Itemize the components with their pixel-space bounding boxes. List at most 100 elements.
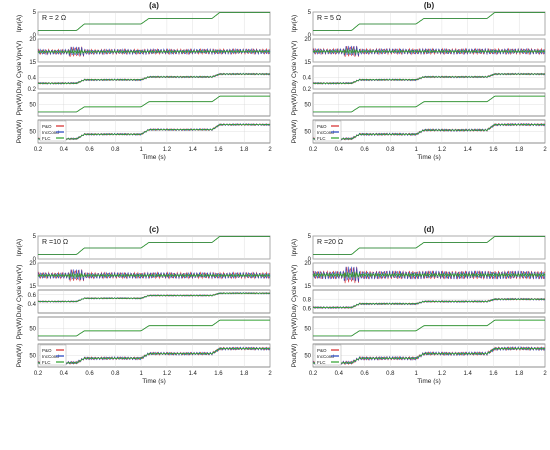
x-tick-label: 1.4 <box>188 147 197 153</box>
series-line-flc <box>37 292 271 303</box>
x-tick-label: 1.2 <box>438 147 447 153</box>
y-axis-label: Ipv(A) <box>16 239 23 256</box>
x-tick-label: 0.6 <box>85 371 94 377</box>
chart-panel-b: (b) 0 5 Ipv(A) R = 5 Ω 15 20 Vpv(V) 0.2 0.4 Duty C… <box>291 1 547 161</box>
subplot-poutw: 50 Pout(W) 0.2 0.4 0.6 0.8 1 1.2 1.4 1.6 1.8 2 Time … <box>291 344 547 385</box>
y-axis-label: Vpv(V) <box>16 41 23 61</box>
series-line-flc <box>312 123 546 140</box>
series-line-inccond <box>37 269 271 281</box>
subplot-poutw: 50 Pout(W) 0.2 0.4 0.6 0.8 1 1.2 1.4 1.6 1.8 2 Time … <box>291 120 547 161</box>
subplot-ipva: 0 5 Ipv(A) R = 5 Ω <box>291 10 546 39</box>
x-tick-label: 1.8 <box>240 147 249 153</box>
series-line-inccond <box>312 266 546 282</box>
series-line-flc <box>312 298 546 309</box>
y-axis-label: Vpv(V) <box>291 41 298 61</box>
legend-label-inccond: IncCond <box>317 354 334 359</box>
y-tick-label: 20 <box>29 261 36 267</box>
y-axis-label: Ppv(W) <box>291 94 298 116</box>
x-tick-label: 1.2 <box>438 371 447 377</box>
y-axis-label: Ipv(A) <box>16 15 23 32</box>
x-tick-label: 0.4 <box>335 147 344 153</box>
x-tick-label: 0.8 <box>386 147 395 153</box>
subplot-ipva: 0 5 Ipv(A) R = 2 Ω <box>16 10 271 39</box>
y-tick-label: 5 <box>308 10 312 16</box>
subplot-poutw: 50 Pout(W) 0.2 0.4 0.6 0.8 1 1.2 1.4 1.6 1.8 2 Time … <box>16 344 272 385</box>
panel-label: (d) <box>424 225 435 234</box>
series-line-flc <box>38 319 270 337</box>
y-tick-label: 50 <box>304 354 311 360</box>
series-line-inccond <box>312 346 546 366</box>
y-tick-label: 50 <box>29 103 36 109</box>
y-tick-label: 15 <box>29 284 36 290</box>
subplot-poutw: 50 Pout(W) 0.2 0.4 0.6 0.8 1 1.2 1.4 1.6 1.8 2 Time … <box>16 120 272 161</box>
x-tick-label: 2 <box>543 147 547 153</box>
x-tick-label: 0.4 <box>60 147 69 153</box>
condition-label: R = 2 Ω <box>42 15 66 22</box>
y-axis-label: Vpv(V) <box>291 265 298 285</box>
x-tick-label: 1.8 <box>515 147 524 153</box>
y-axis-label: Ipv(A) <box>291 239 298 256</box>
x-tick-label: 0.6 <box>360 371 369 377</box>
x-tick-label: 0.6 <box>360 147 369 153</box>
subplot-ppvw: 50 Ppv(W) <box>16 316 271 341</box>
subplot-dutycycle: 0.2 0.4 Duty Cycle <box>291 61 546 93</box>
legend-label-inccond: IncCond <box>317 130 334 135</box>
y-tick-label: 50 <box>304 327 311 333</box>
x-tick-label: 1.8 <box>515 371 524 377</box>
y-axis-label: Duty Cycle <box>16 61 23 93</box>
series-line-inccond <box>37 46 271 57</box>
subplot-vpvv: 15 20 Vpv(V) <box>16 261 271 290</box>
legend-label-po: P&O <box>42 124 52 129</box>
x-tick-label: 1 <box>139 147 143 153</box>
legend-label-flc: FLC <box>42 136 51 141</box>
condition-label: R =20 Ω <box>317 239 343 246</box>
subplot-vpvv: 15 20 Vpv(V) <box>291 37 546 66</box>
condition-label: R =10 Ω <box>42 239 68 246</box>
y-tick-label: 50 <box>29 354 36 360</box>
plot-area <box>312 235 546 260</box>
chart-panel-d: (d) 0 5 Ipv(A) R =20 Ω 15 20 Vpv(V) 0.6 0.8 Duty C… <box>291 225 547 385</box>
series-line-flc <box>38 236 270 255</box>
x-tick-label: 1.2 <box>163 371 172 377</box>
x-tick-label: 0.2 <box>309 147 318 153</box>
legend-label-flc: FLC <box>317 360 326 365</box>
x-tick-label: 0.2 <box>34 147 43 153</box>
x-tick-label: 1.2 <box>163 147 172 153</box>
panel-label: (b) <box>424 1 435 10</box>
series-line-flc <box>312 271 546 278</box>
series-line-flc <box>37 347 271 364</box>
y-tick-label: 15 <box>304 60 311 66</box>
series-line-flc <box>313 95 545 113</box>
subplot-dutycycle: 0.4 0.6 Duty Cycle <box>16 285 271 317</box>
y-axis-label: Pout(W) <box>16 120 23 144</box>
y-tick-label: 20 <box>29 37 36 43</box>
series-line-flc <box>312 47 546 55</box>
x-tick-label: 1.8 <box>240 371 249 377</box>
x-tick-label: 1.4 <box>463 371 472 377</box>
y-tick-label: 0 <box>308 33 312 39</box>
y-tick-label: 15 <box>29 60 36 66</box>
subplot-ipva: 0 5 Ipv(A) R =10 Ω <box>16 234 271 263</box>
x-tick-label: 0.8 <box>386 371 395 377</box>
y-axis-label: Vpv(V) <box>16 265 23 285</box>
x-tick-label: 1 <box>139 371 143 377</box>
series-line-flc <box>312 73 546 85</box>
series-line-flc <box>312 347 546 364</box>
y-tick-label: 0 <box>33 33 37 39</box>
x-tick-label: 1 <box>414 147 418 153</box>
y-tick-label: 0.2 <box>28 87 37 93</box>
x-axis-label: Time (s) <box>142 378 166 385</box>
x-tick-label: 1.6 <box>489 371 498 377</box>
condition-label: R = 5 Ω <box>317 15 341 22</box>
legend-label-po: P&O <box>42 348 52 353</box>
y-tick-label: 5 <box>33 234 37 240</box>
series-line-flc <box>37 123 271 140</box>
x-tick-label: 0.8 <box>111 371 120 377</box>
y-tick-label: 0.8 <box>303 297 312 303</box>
x-tick-label: 0.2 <box>309 371 318 377</box>
